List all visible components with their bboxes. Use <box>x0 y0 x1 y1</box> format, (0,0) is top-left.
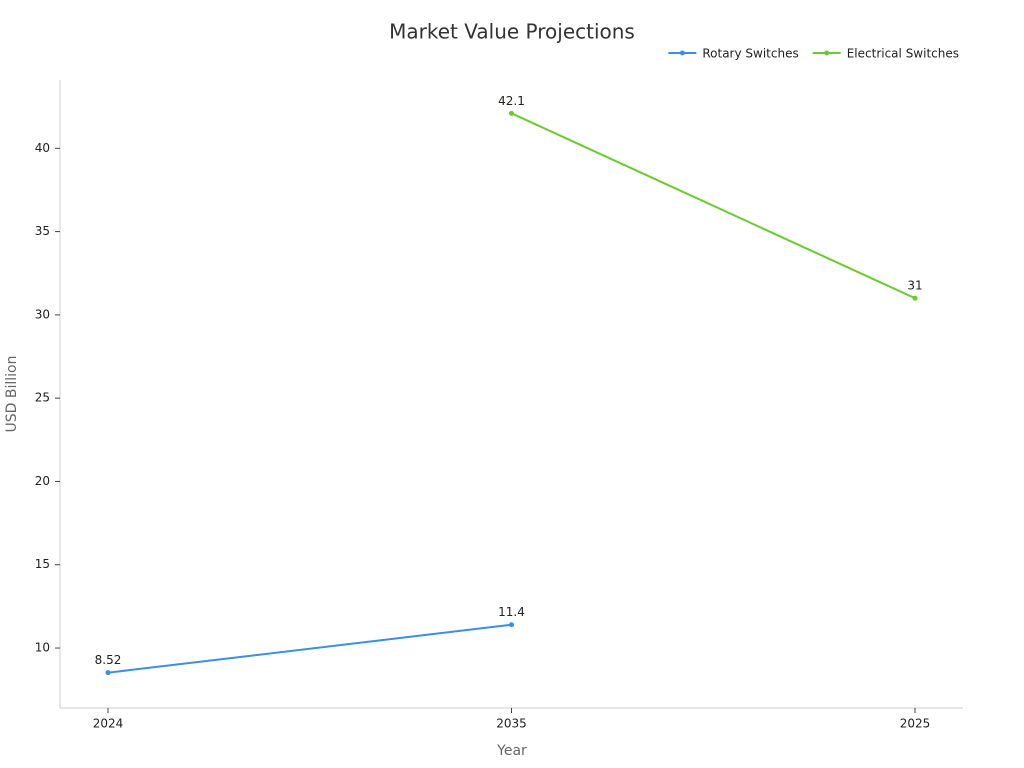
legend-label: Electrical Switches <box>847 47 959 61</box>
series-line <box>511 112 916 300</box>
data-label: 42.1 <box>498 94 525 108</box>
data-point <box>105 670 111 676</box>
data-point <box>509 110 514 116</box>
legend-marker <box>824 50 830 56</box>
y-tick-label: 40 <box>35 141 50 155</box>
x-axis-label: Year <box>496 743 527 759</box>
y-tick-label: 30 <box>35 307 50 321</box>
data-label: 11.4 <box>498 605 525 619</box>
data-point <box>912 295 918 301</box>
y-axis-label: USD Billion <box>4 356 20 433</box>
x-tick-label: 2035 <box>496 717 527 731</box>
legend-label: Rotary Switches <box>702 47 798 61</box>
data-label: 31 <box>907 279 922 293</box>
legend-marker <box>679 50 685 56</box>
data-point <box>509 622 514 628</box>
y-tick-label: 35 <box>35 224 50 238</box>
x-tick-label: 2025 <box>900 717 931 731</box>
chart-title: Market Value Projections <box>389 20 635 44</box>
y-tick-label: 25 <box>35 391 50 405</box>
series-line <box>107 623 512 674</box>
y-tick-label: 20 <box>35 474 50 488</box>
x-tick-label: 2024 <box>93 717 124 731</box>
y-tick-label: 15 <box>35 557 50 571</box>
y-tick-label: 10 <box>35 641 50 655</box>
data-label: 8.52 <box>95 653 122 667</box>
